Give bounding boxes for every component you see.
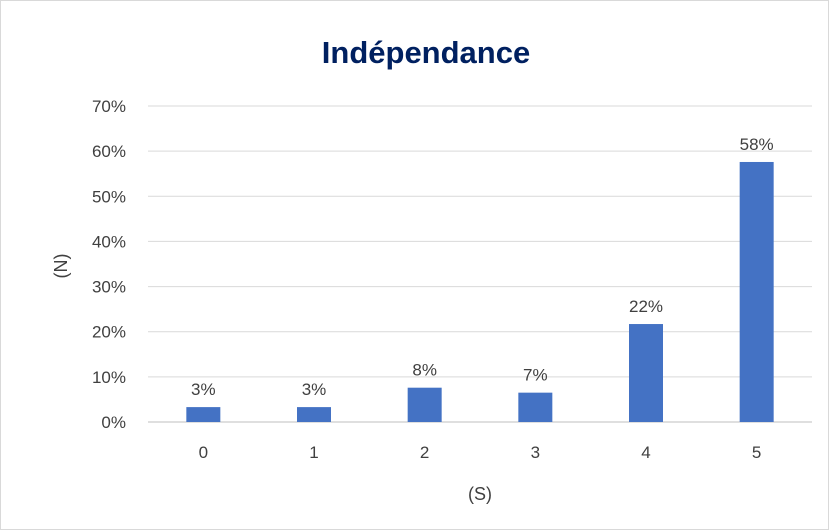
bar xyxy=(629,324,663,422)
x-tick-label: 3 xyxy=(531,443,540,462)
data-label: 3% xyxy=(302,380,327,399)
x-tick-label: 1 xyxy=(309,443,318,462)
y-tick-label: 50% xyxy=(92,187,126,206)
data-labels: 3% 3% 8% 7% 22% 58% xyxy=(191,135,774,399)
y-axis-ticks: 0% 10% 20% 30% 40% 50% 60% 70% xyxy=(92,97,126,432)
y-tick-label: 10% xyxy=(92,368,126,387)
y-tick-label: 40% xyxy=(92,232,126,251)
chart-title: Indépendance xyxy=(322,35,530,70)
x-tick-label: 5 xyxy=(752,443,761,462)
y-tick-label: 30% xyxy=(92,278,126,297)
data-label: 7% xyxy=(523,366,548,385)
y-tick-label: 20% xyxy=(92,323,126,342)
x-axis-ticks: 0 1 2 3 4 5 xyxy=(199,443,762,462)
bar xyxy=(297,407,331,422)
data-label: 22% xyxy=(629,297,663,316)
x-axis-title: (S) xyxy=(468,484,492,504)
data-label: 8% xyxy=(412,361,437,380)
gridlines xyxy=(148,105,812,423)
x-tick-label: 4 xyxy=(641,443,650,462)
bars xyxy=(186,161,774,422)
x-tick-label: 0 xyxy=(199,443,208,462)
y-tick-label: 0% xyxy=(101,413,126,432)
bar xyxy=(407,387,442,422)
y-tick-label: 70% xyxy=(92,97,126,116)
bar xyxy=(518,392,553,422)
bar xyxy=(739,161,774,422)
bar xyxy=(186,407,221,422)
x-tick-label: 2 xyxy=(420,443,429,462)
y-tick-label: 60% xyxy=(92,142,126,161)
data-label: 58% xyxy=(740,135,774,154)
data-label: 3% xyxy=(191,380,216,399)
y-axis-title: (N) xyxy=(51,254,71,279)
